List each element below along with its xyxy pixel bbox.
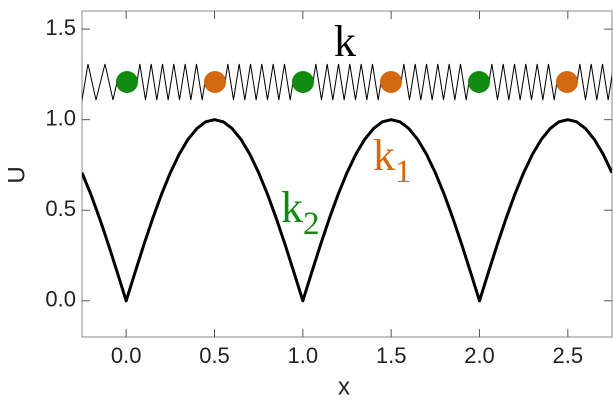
- annotation: k2: [281, 183, 320, 242]
- spring-chain: [82, 63, 612, 101]
- x-tick-label: 1.0: [288, 343, 319, 368]
- y-tick-label: 1.0: [45, 105, 76, 130]
- x-tick-label: 2.5: [553, 343, 584, 368]
- y-tick-label: 1.5: [45, 15, 76, 40]
- mass: [468, 71, 490, 93]
- x-tick-label: 1.5: [376, 343, 407, 368]
- y-tick-label: 0.5: [45, 196, 76, 221]
- annotation: k: [334, 17, 356, 66]
- y-tick-label: 0.0: [45, 287, 76, 312]
- curve: [82, 118, 612, 303]
- x-tick-label: 2.0: [464, 343, 495, 368]
- x-axis-label: x: [338, 373, 350, 400]
- annotation-text: k: [281, 183, 303, 232]
- mass: [116, 71, 138, 93]
- mass: [380, 71, 402, 93]
- annotation-subscript: 2: [303, 206, 320, 242]
- annotation-text: k: [334, 17, 356, 66]
- annotation-text: k: [373, 131, 395, 180]
- x-tick-label: 0.0: [111, 343, 142, 368]
- mass: [556, 71, 578, 93]
- annotation: k1: [373, 131, 412, 190]
- annotation-subscript: 1: [395, 154, 412, 190]
- mass: [204, 71, 226, 93]
- y-axis-label: U: [3, 166, 30, 183]
- spring: [82, 63, 612, 101]
- curve-group: [82, 118, 612, 303]
- x-tick-label: 0.5: [199, 343, 230, 368]
- mass: [292, 71, 314, 93]
